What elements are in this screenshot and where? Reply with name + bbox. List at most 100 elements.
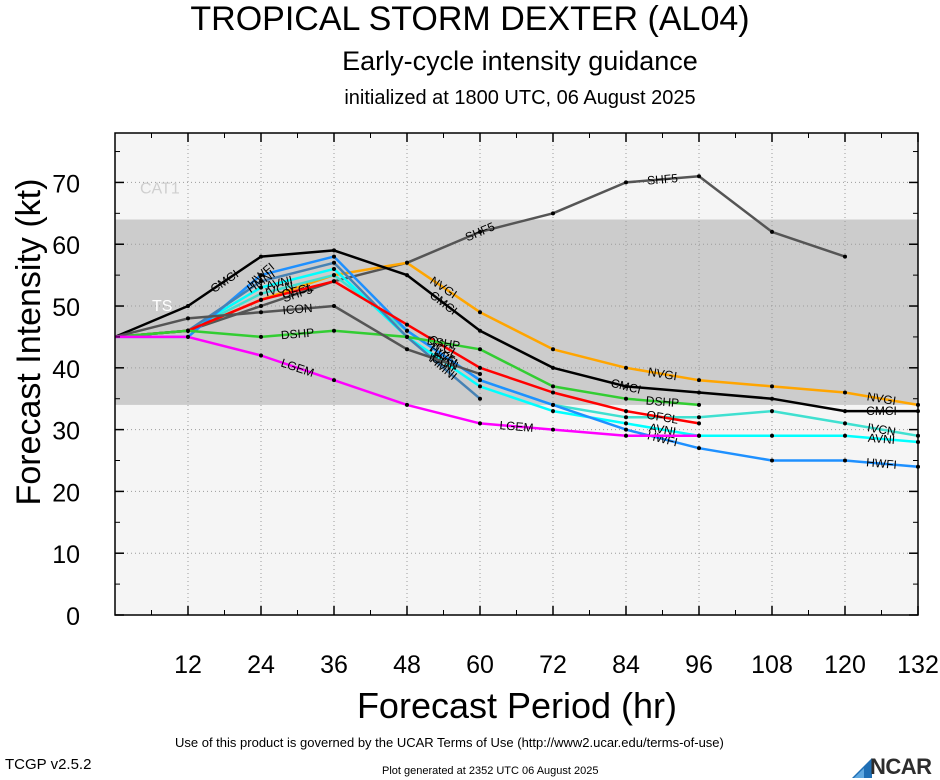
data-point-cmci xyxy=(551,365,555,370)
x-axis-label: Forecast Period (hr) xyxy=(357,685,677,726)
data-point-hwfi xyxy=(770,458,774,463)
chart-title: TROPICAL STORM DEXTER (AL04) xyxy=(190,0,750,38)
data-point-nvgi xyxy=(843,390,847,395)
data-point-lgem xyxy=(551,427,555,432)
cat1-band-label: CAT1 xyxy=(140,180,180,197)
data-point-ofcl xyxy=(478,365,482,370)
data-point-lgem xyxy=(332,378,336,383)
series-label-avni: AVNI xyxy=(648,420,677,438)
data-point-ofcl xyxy=(697,421,701,426)
data-point-ivcn xyxy=(770,409,774,414)
data-point-avni xyxy=(551,409,555,414)
data-point-shf5 xyxy=(624,180,628,185)
data-point-icon xyxy=(478,372,482,376)
series-label-shf5: SHF5 xyxy=(647,171,679,188)
series-line-cmci xyxy=(114,249,918,413)
x-tick-label: 72 xyxy=(539,651,567,679)
y-tick-label: 70 xyxy=(52,170,80,198)
data-point-hmni xyxy=(259,279,263,284)
x-tick-label: 96 xyxy=(685,651,713,679)
data-point-lgem xyxy=(259,353,263,358)
data-point-lgem xyxy=(624,433,628,438)
data-point-ivcn xyxy=(697,415,701,420)
data-point-hwfi xyxy=(405,328,409,333)
x-tick-label: 36 xyxy=(320,651,348,679)
x-tick-label: 12 xyxy=(174,651,202,679)
data-point-dshp xyxy=(697,402,701,407)
data-point-cmci xyxy=(478,328,482,333)
x-tick-label: 48 xyxy=(393,651,421,679)
terms-of-use[interactable]: Use of this product is governed by the U… xyxy=(175,735,724,750)
ts-band xyxy=(115,219,918,405)
series-line-avni xyxy=(114,267,919,444)
y-tick-label: 50 xyxy=(52,294,80,322)
data-point-hwfi xyxy=(551,402,555,407)
x-tick-label: 108 xyxy=(751,651,793,679)
data-point-nvgi xyxy=(697,378,701,383)
data-point-ofcl xyxy=(405,322,409,327)
data-point-avni xyxy=(624,421,628,426)
series-label-ofcl: OFCL xyxy=(646,408,680,427)
data-point-ivcn xyxy=(624,415,628,420)
data-point-ivcn xyxy=(843,421,847,426)
data-point-lgem xyxy=(478,421,482,426)
version-label: TCGP v2.5.2 xyxy=(5,756,92,773)
x-tick-label: 60 xyxy=(466,651,494,679)
data-point-avni xyxy=(770,433,774,438)
data-point-ivcn xyxy=(332,273,336,278)
data-point-hwfi xyxy=(259,273,263,278)
series-label-lgem: LGEM xyxy=(499,418,534,435)
data-point-dshp xyxy=(186,328,190,333)
data-point-cmci xyxy=(697,390,701,395)
x-tick-label: 24 xyxy=(247,651,275,679)
data-point-dshp xyxy=(478,347,482,352)
data-point-avni xyxy=(843,433,847,438)
data-point-nvgi xyxy=(770,384,774,389)
data-point-hwfi xyxy=(843,458,847,463)
series-label-ivcn: IVCN xyxy=(866,420,897,439)
y-tick-label: 60 xyxy=(52,232,80,260)
data-point-cmci xyxy=(259,254,263,259)
data-point-hwfi xyxy=(332,254,336,259)
chart-subtitle: Early-cycle intensity guidance xyxy=(342,46,698,76)
series-line-hwfi xyxy=(115,255,919,468)
data-point-cmci xyxy=(624,384,628,389)
data-point-shf5 xyxy=(551,211,555,216)
ncar-logo: NCAR xyxy=(852,754,940,780)
ncar-logo-text: NCAR xyxy=(870,754,932,779)
data-point-hwfi xyxy=(478,378,482,383)
data-point-dshp xyxy=(332,328,336,333)
data-point-hmni xyxy=(332,260,336,265)
data-point-cmci xyxy=(405,273,409,278)
data-point-shf5 xyxy=(697,174,701,179)
data-point-lgem xyxy=(697,433,701,438)
y-axis-label: Forecast Intensity (kt) xyxy=(10,179,48,506)
series-label-dshp: DSHP xyxy=(645,393,679,410)
data-point-avni xyxy=(332,266,336,271)
data-point-nvgi xyxy=(405,260,409,265)
data-point-nvgi xyxy=(478,310,482,315)
series-label-dshp: DSHP xyxy=(280,325,314,342)
data-point-dshp xyxy=(259,334,263,339)
data-point-ivcn xyxy=(259,291,263,296)
x-tick-label: 132 xyxy=(897,651,939,679)
data-point-shf5 xyxy=(259,304,263,309)
data-point-hwfi xyxy=(697,446,701,451)
data-point-ofcl xyxy=(259,297,263,302)
data-point-icon xyxy=(186,316,190,321)
data-point-icon xyxy=(332,304,336,309)
data-point-ofcl xyxy=(551,390,555,395)
series-label-dshp: DSHP xyxy=(426,333,461,352)
data-point-cmci xyxy=(770,396,774,401)
series-label-nvgi: NVGI xyxy=(647,365,678,384)
x-tick-label: 120 xyxy=(824,651,866,679)
data-point-nvgi xyxy=(551,347,555,352)
ts-band-label: TS xyxy=(152,298,172,315)
series-label-icon: ICON xyxy=(282,301,313,317)
data-point-cmci xyxy=(843,409,847,414)
data-point-dshp xyxy=(405,334,409,339)
series-label-nvgi: NVGI xyxy=(866,389,897,408)
data-point-ofcl xyxy=(624,409,628,414)
series-label-cmci: CMCI xyxy=(866,404,897,418)
